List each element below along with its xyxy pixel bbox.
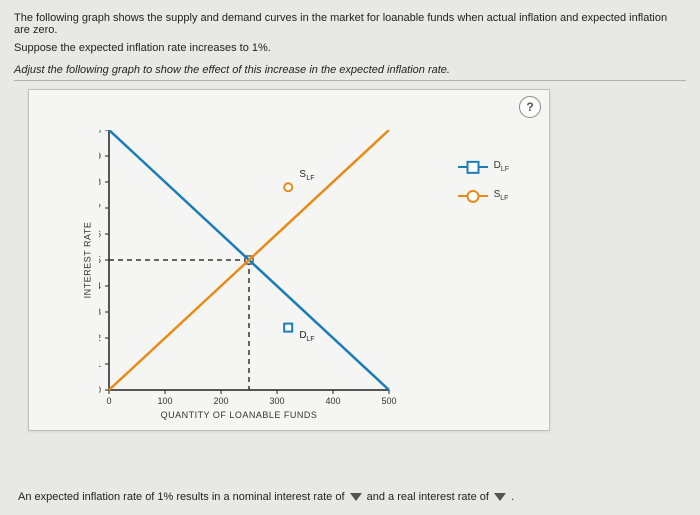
instruction-text: Adjust the following graph to show the e… bbox=[14, 64, 686, 76]
legend-demand-line bbox=[458, 166, 488, 168]
legend-demand-marker-icon bbox=[466, 160, 479, 173]
svg-text:500: 500 bbox=[381, 396, 396, 406]
svg-text:LF: LF bbox=[306, 336, 314, 343]
svg-text:6: 6 bbox=[99, 229, 101, 239]
x-axis-label: QUANTITY OF LOANABLE FUNDS bbox=[99, 410, 379, 420]
divider bbox=[14, 80, 686, 81]
legend-supply-marker-icon bbox=[466, 189, 479, 202]
svg-text:LF: LF bbox=[306, 175, 314, 182]
svg-text:300: 300 bbox=[269, 396, 284, 406]
intro-line-1: The following graph shows the supply and… bbox=[14, 12, 686, 36]
svg-text:8: 8 bbox=[99, 177, 101, 187]
chart-plot[interactable]: 0123456789100100200300400500SLFDLF bbox=[99, 130, 399, 410]
svg-text:S: S bbox=[299, 169, 306, 180]
chart-legend: DLF SLF bbox=[458, 160, 509, 218]
footer-sentence: An expected inflation rate of 1% results… bbox=[18, 491, 514, 503]
svg-text:0: 0 bbox=[106, 396, 111, 406]
y-axis-label: INTEREST RATE bbox=[82, 222, 92, 299]
svg-text:4: 4 bbox=[99, 281, 101, 291]
svg-text:3: 3 bbox=[99, 307, 101, 317]
svg-text:7: 7 bbox=[99, 203, 101, 213]
legend-supply[interactable]: SLF bbox=[458, 189, 509, 202]
svg-text:100: 100 bbox=[157, 396, 172, 406]
nominal-rate-dropdown-icon[interactable] bbox=[350, 493, 362, 501]
footer-post: . bbox=[511, 491, 514, 503]
svg-text:1: 1 bbox=[99, 359, 101, 369]
footer-mid: and a real interest rate of bbox=[367, 491, 492, 503]
svg-text:0: 0 bbox=[99, 385, 101, 395]
svg-text:400: 400 bbox=[325, 396, 340, 406]
svg-text:9: 9 bbox=[99, 151, 101, 161]
svg-text:10: 10 bbox=[99, 130, 101, 135]
svg-text:200: 200 bbox=[213, 396, 228, 406]
legend-demand-label: DLF bbox=[494, 160, 509, 173]
help-icon[interactable]: ? bbox=[519, 96, 541, 118]
intro-line-2: Suppose the expected inflation rate incr… bbox=[14, 42, 686, 54]
real-rate-dropdown-icon[interactable] bbox=[494, 493, 506, 501]
chart-container[interactable]: ? INTEREST RATE QUANTITY OF LOANABLE FUN… bbox=[28, 89, 550, 431]
svg-text:2: 2 bbox=[99, 333, 101, 343]
svg-text:5: 5 bbox=[99, 255, 101, 265]
footer-pre: An expected inflation rate of 1% results… bbox=[18, 491, 348, 503]
legend-supply-line bbox=[458, 195, 488, 197]
legend-demand[interactable]: DLF bbox=[458, 160, 509, 173]
legend-supply-label: SLF bbox=[494, 189, 509, 202]
